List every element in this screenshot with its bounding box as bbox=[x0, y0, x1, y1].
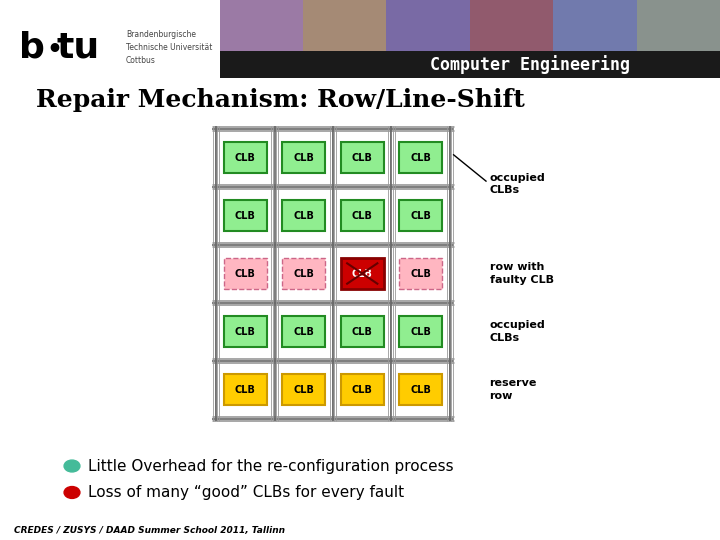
Text: CLB: CLB bbox=[410, 268, 431, 279]
FancyBboxPatch shape bbox=[399, 316, 442, 347]
Text: Repair Mechanism: Row/Line-Shift: Repair Mechanism: Row/Line-Shift bbox=[36, 88, 525, 112]
FancyBboxPatch shape bbox=[341, 258, 384, 289]
Text: CLB: CLB bbox=[293, 268, 314, 279]
Text: tu: tu bbox=[56, 31, 99, 64]
Circle shape bbox=[64, 460, 80, 472]
Text: CLB: CLB bbox=[293, 152, 314, 163]
Text: b: b bbox=[19, 31, 45, 64]
Text: Loss of many “good” CLBs for every fault: Loss of many “good” CLBs for every fault bbox=[88, 485, 404, 500]
Bar bbox=[220, 0, 720, 78]
Bar bbox=[387, 0, 469, 51]
FancyBboxPatch shape bbox=[399, 374, 442, 405]
FancyBboxPatch shape bbox=[224, 316, 267, 347]
Text: Brandenburgische
Technische Universität
Cottbus: Brandenburgische Technische Universität … bbox=[126, 30, 212, 65]
FancyBboxPatch shape bbox=[224, 142, 267, 173]
Text: occupied
CLBs: occupied CLBs bbox=[490, 173, 545, 195]
Text: CLB: CLB bbox=[352, 152, 373, 163]
Text: CLB: CLB bbox=[352, 211, 373, 220]
Text: CLB: CLB bbox=[352, 268, 373, 279]
Bar bbox=[553, 0, 636, 51]
Text: •: • bbox=[46, 38, 62, 62]
FancyBboxPatch shape bbox=[341, 374, 384, 405]
Bar bbox=[469, 0, 553, 51]
Text: CLB: CLB bbox=[235, 152, 256, 163]
Text: CLB: CLB bbox=[410, 211, 431, 220]
FancyBboxPatch shape bbox=[282, 374, 325, 405]
FancyBboxPatch shape bbox=[224, 258, 267, 289]
Text: CLB: CLB bbox=[410, 384, 431, 395]
FancyBboxPatch shape bbox=[282, 200, 325, 231]
Bar bbox=[220, 0, 303, 51]
Bar bbox=[220, 0, 720, 51]
Text: reserve
row: reserve row bbox=[490, 379, 537, 401]
Text: CLB: CLB bbox=[293, 211, 314, 220]
Text: CLB: CLB bbox=[235, 268, 256, 279]
FancyBboxPatch shape bbox=[399, 200, 442, 231]
Text: row with
faulty CLB: row with faulty CLB bbox=[490, 262, 554, 285]
Text: CLB: CLB bbox=[410, 152, 431, 163]
Text: CLB: CLB bbox=[352, 327, 373, 336]
FancyBboxPatch shape bbox=[282, 142, 325, 173]
Text: CREDES / ZUSYS / DAAD Summer School 2011, Tallinn: CREDES / ZUSYS / DAAD Summer School 2011… bbox=[14, 526, 285, 535]
Text: CLB: CLB bbox=[235, 384, 256, 395]
FancyBboxPatch shape bbox=[224, 374, 267, 405]
Bar bbox=[303, 0, 387, 51]
Text: Computer Engineering: Computer Engineering bbox=[430, 55, 630, 73]
FancyBboxPatch shape bbox=[341, 200, 384, 231]
Bar bbox=[636, 0, 720, 51]
Text: CLB: CLB bbox=[293, 384, 314, 395]
Text: CLB: CLB bbox=[235, 211, 256, 220]
Text: CLB: CLB bbox=[235, 327, 256, 336]
Text: CLB: CLB bbox=[293, 327, 314, 336]
FancyBboxPatch shape bbox=[282, 258, 325, 289]
Text: Little Overhead for the re-configuration process: Little Overhead for the re-configuration… bbox=[88, 458, 454, 474]
FancyBboxPatch shape bbox=[341, 316, 384, 347]
FancyBboxPatch shape bbox=[399, 142, 442, 173]
Text: CLB: CLB bbox=[410, 327, 431, 336]
FancyBboxPatch shape bbox=[341, 142, 384, 173]
Text: occupied
CLBs: occupied CLBs bbox=[490, 320, 545, 343]
FancyBboxPatch shape bbox=[224, 200, 267, 231]
Circle shape bbox=[64, 487, 80, 498]
FancyBboxPatch shape bbox=[282, 316, 325, 347]
Text: CLB: CLB bbox=[352, 384, 373, 395]
FancyBboxPatch shape bbox=[399, 258, 442, 289]
